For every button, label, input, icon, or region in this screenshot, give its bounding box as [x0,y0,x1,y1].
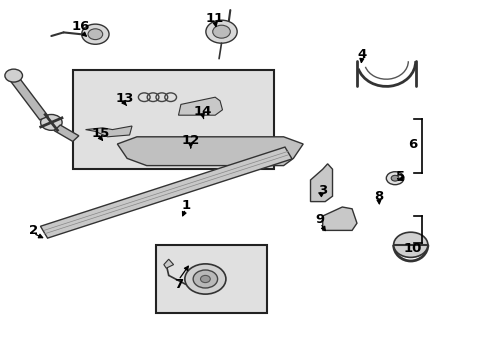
Circle shape [5,69,22,82]
Polygon shape [117,137,303,166]
Text: 8: 8 [374,190,383,203]
Circle shape [193,270,217,288]
Polygon shape [310,164,332,202]
Text: 1: 1 [181,199,190,212]
Text: 15: 15 [91,127,109,140]
Circle shape [88,29,102,40]
Text: 7: 7 [174,278,183,291]
Circle shape [200,275,210,283]
Text: 12: 12 [181,134,200,147]
Polygon shape [41,147,291,238]
Text: 16: 16 [71,21,90,33]
Polygon shape [322,207,356,230]
Polygon shape [178,97,222,115]
Text: 6: 6 [408,138,417,150]
Circle shape [205,20,237,43]
Bar [156,245,266,313]
Circle shape [41,114,62,130]
Polygon shape [10,77,48,120]
Text: 2: 2 [29,224,38,237]
Bar [73,70,273,169]
Text: 5: 5 [396,170,405,183]
Text: 14: 14 [193,105,212,118]
Text: 3: 3 [318,184,326,197]
Circle shape [390,175,398,181]
Circle shape [386,172,403,185]
Text: 9: 9 [315,213,324,226]
Polygon shape [85,126,132,137]
Polygon shape [163,259,173,268]
Polygon shape [54,125,79,141]
Circle shape [81,24,109,44]
Text: 10: 10 [403,242,422,255]
Text: 13: 13 [115,93,134,105]
Circle shape [184,264,225,294]
Circle shape [212,25,230,38]
Text: 4: 4 [357,48,366,60]
Text: 11: 11 [205,12,224,24]
Circle shape [393,232,427,257]
